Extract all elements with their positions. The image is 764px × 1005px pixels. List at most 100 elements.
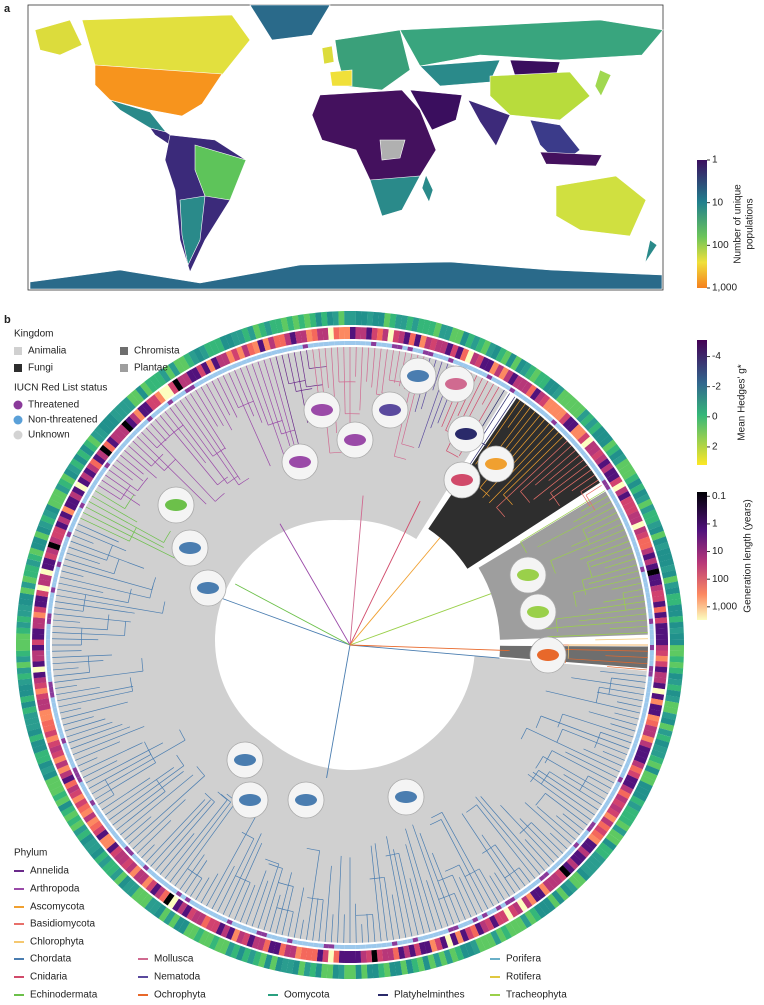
ring-cell [327, 311, 334, 325]
ring-cell [292, 939, 298, 944]
ring-cell [47, 613, 51, 619]
ring-cell [361, 951, 367, 963]
ring-cell [649, 661, 653, 667]
ring-cell [417, 349, 423, 354]
legend-swatch [14, 416, 23, 425]
ring-cell [16, 639, 30, 645]
ring-cell [327, 964, 334, 978]
ring-cell [366, 944, 372, 948]
tick-label: 0.1 [712, 491, 726, 502]
ring-cell [366, 341, 372, 345]
ring-cell [32, 634, 44, 640]
legend-label: Echinodermata [30, 990, 98, 1000]
ring-cell [329, 341, 335, 345]
legend-label: Chlorophyta [30, 937, 84, 948]
colorbar-title: Mean Hedges' g* [737, 364, 748, 441]
ring-cell [53, 577, 58, 583]
ring-cell [645, 692, 650, 698]
ring-cell [361, 327, 367, 339]
legend-label: Animalia [28, 346, 67, 357]
ring-cell [46, 645, 50, 650]
ring-cell [650, 634, 654, 639]
ring-cell [645, 592, 650, 598]
ring-cell [397, 940, 403, 945]
colorbar [697, 340, 707, 465]
branch [595, 639, 648, 640]
ring-cell [402, 939, 408, 944]
ring-cell [670, 645, 684, 651]
ring-cell [428, 933, 434, 938]
ring-cell [361, 965, 367, 979]
legend-swatch [14, 401, 23, 410]
ring-cell [50, 592, 55, 598]
ring-cell [433, 353, 439, 358]
ring-cell [350, 341, 355, 345]
colorbar-title: Generation length (years) [743, 499, 754, 612]
ring-cell [641, 571, 646, 577]
legend-label: Cnidaria [30, 972, 68, 983]
ring-cell [649, 666, 653, 672]
ring-cell [339, 951, 345, 963]
ring-cell [637, 556, 642, 562]
ring-cell [339, 341, 344, 345]
tick-label: 10 [712, 546, 724, 557]
ring-cell [339, 945, 344, 949]
ring-cell [387, 343, 393, 348]
ring-cell [297, 345, 303, 350]
ring-cell [641, 712, 646, 718]
legend-label: Basidiomycota [30, 919, 95, 930]
ring-cell [261, 353, 267, 358]
ring-cell [56, 561, 61, 567]
ring-cell [328, 327, 334, 339]
ring-cell [669, 616, 683, 623]
ring-cell [392, 941, 398, 946]
ring-cell [644, 587, 649, 593]
tick-label: 10 [712, 197, 724, 208]
ring-cell [16, 645, 30, 651]
taxon-silhouette [179, 542, 201, 554]
ring-cell [344, 951, 350, 963]
ring-cell [32, 661, 44, 667]
taxon-silhouette [485, 458, 507, 470]
ring-cell [318, 342, 324, 346]
tick-label: -2 [712, 381, 721, 392]
panel-label: a [4, 3, 11, 15]
ring-cell [32, 645, 44, 651]
ring-cell [282, 348, 288, 353]
colorbar-title: populations [745, 198, 756, 249]
ring-cell [355, 945, 360, 949]
legend-title: IUCN Red List status [14, 383, 107, 394]
ring-cell [56, 723, 61, 729]
ring-cell [32, 639, 44, 645]
ring-cell [46, 650, 50, 655]
ring-cell [648, 613, 652, 619]
ring-cell [650, 640, 654, 645]
ring-cell [371, 950, 377, 962]
ring-cell [670, 628, 684, 634]
taxon-silhouette [289, 456, 311, 468]
ring-cell [49, 687, 54, 693]
ring-cell [292, 346, 298, 351]
ring-cell [318, 943, 324, 947]
ring-cell [321, 312, 328, 326]
ring-cell [366, 950, 372, 962]
taxon-silhouette [344, 434, 366, 446]
ring-cell [55, 718, 60, 724]
ring-cell [52, 582, 57, 588]
ring-cell [642, 707, 647, 713]
ring-cell [297, 940, 303, 945]
ring-cell [282, 937, 288, 942]
ring-cell [54, 712, 59, 718]
ring-cell [350, 945, 355, 949]
ring-cell [669, 662, 683, 669]
ring-cell [47, 671, 51, 677]
ring-cell [345, 341, 350, 345]
ring-cell [355, 965, 361, 979]
ring-cell [376, 943, 382, 947]
taxon-silhouette [311, 404, 333, 416]
ring-cell [46, 629, 50, 634]
colorbar [697, 492, 707, 620]
legend-label: Rotifera [506, 972, 541, 983]
legend-label: Ascomycota [30, 902, 85, 913]
ring-cell [417, 936, 423, 941]
